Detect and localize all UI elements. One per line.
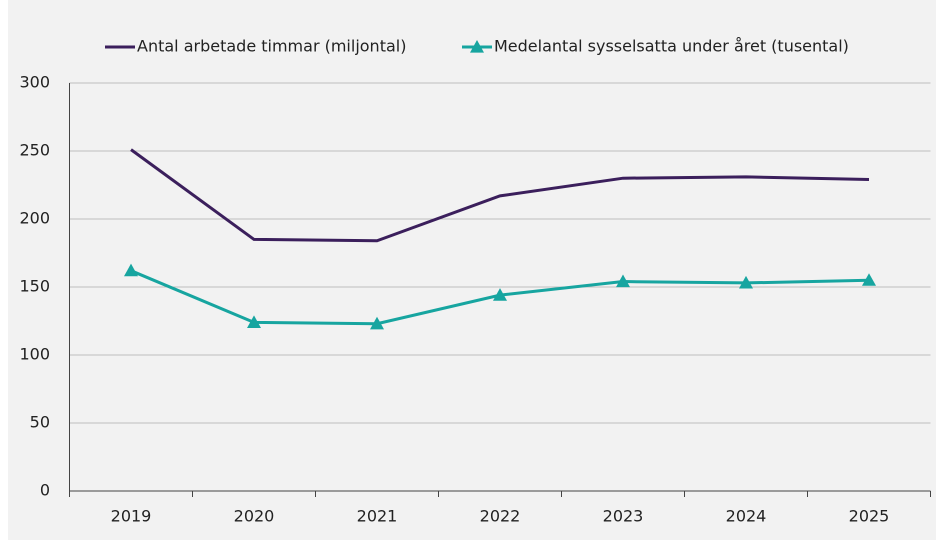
y-tick-label: 300	[19, 73, 50, 92]
marker	[124, 263, 138, 277]
x-tick-label: 2020	[234, 507, 275, 526]
x-tick-label: 2022	[480, 507, 521, 526]
marker	[493, 288, 507, 301]
marker	[739, 275, 753, 289]
legend-marker	[470, 40, 484, 53]
legend-label: Medelantal sysselsatta under året (tusen…	[494, 37, 849, 56]
x-tick-label: 2023	[603, 507, 644, 526]
y-tick-label: 200	[19, 209, 50, 228]
x-tick-label: 2019	[111, 507, 152, 526]
marker	[370, 316, 384, 330]
x-tick-label: 2025	[849, 507, 890, 526]
line-series	[130, 148, 870, 243]
marker	[862, 273, 876, 286]
marker	[616, 274, 630, 288]
y-tick-label: 250	[19, 141, 50, 160]
x-tick-label: 2021	[357, 507, 398, 526]
y-tick-label: 100	[19, 345, 50, 364]
background	[8, 0, 936, 540]
legend-label: Antal arbetade timmar (miljontal)	[137, 37, 406, 56]
y-tick-label: 150	[19, 277, 50, 296]
y-tick-label: 50	[30, 413, 50, 432]
marker	[247, 315, 261, 328]
x-tick-label: 2024	[726, 507, 767, 526]
y-tick-label: 0	[40, 481, 50, 500]
